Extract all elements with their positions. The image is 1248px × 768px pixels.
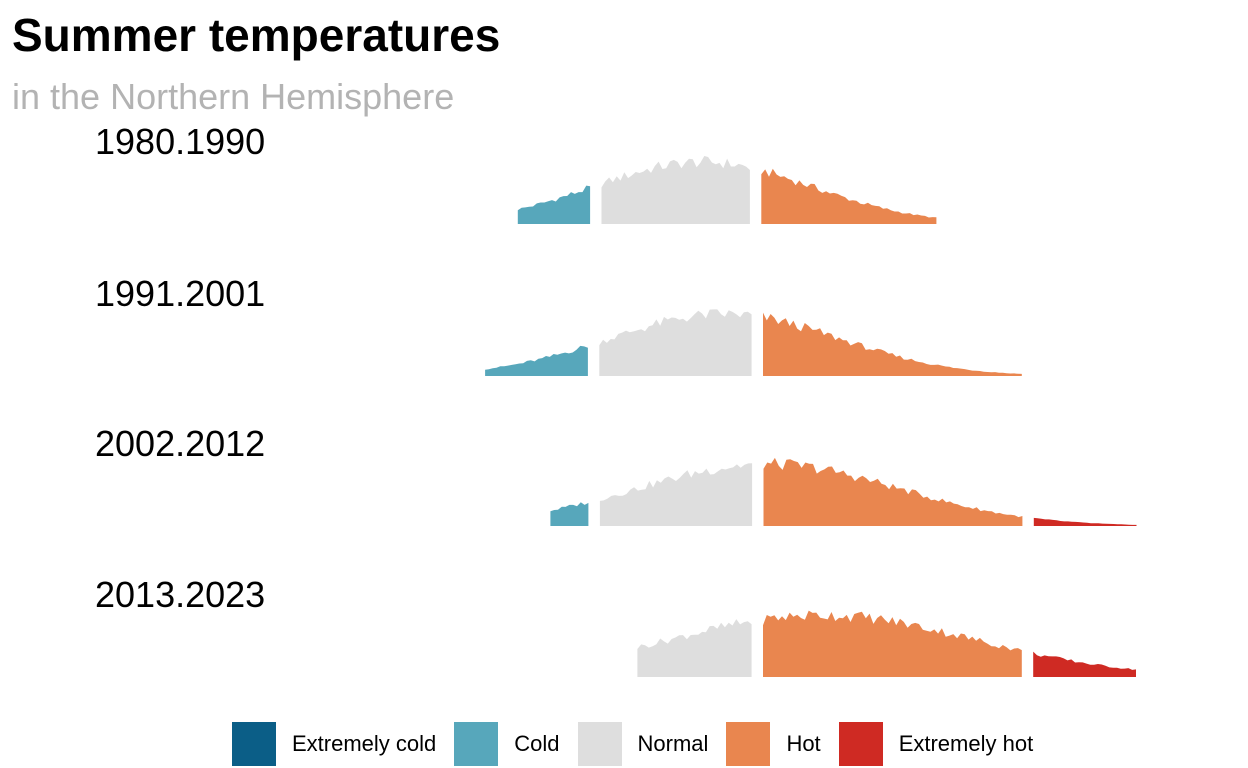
ridge-panel: 2013.2023 <box>95 574 1136 677</box>
density-area-normal <box>599 463 753 526</box>
legend-swatch-hot <box>726 722 771 766</box>
legend-swatch-extremely-cold <box>232 722 276 766</box>
panel-label: 1980.1990 <box>95 121 265 162</box>
density-area-normal <box>637 619 752 677</box>
legend-label-normal: Normal <box>637 731 709 756</box>
legend-label-hot: Hot <box>786 731 821 756</box>
legend-swatch-cold <box>454 722 499 766</box>
legend-label-extremely-cold: Extremely cold <box>292 731 437 756</box>
legend-item-cold: Cold <box>454 722 560 766</box>
density-area-cold <box>550 502 589 526</box>
legend-label-cold: Cold <box>514 731 560 756</box>
ridge-panel: 2002.2012 <box>95 423 1137 526</box>
panel-label: 2013.2023 <box>95 574 265 615</box>
density-area-normal <box>601 156 750 224</box>
legend-item-normal: Normal <box>577 722 709 766</box>
density-area-hot <box>763 610 1022 677</box>
chart-subtitle: in the Northern Hemisphere <box>12 76 455 117</box>
legend-item-hot: Hot <box>726 722 821 766</box>
ridge-panel: 1991.2001 <box>95 273 1022 376</box>
legend: Extremely cold Cold Normal Hot Extremely… <box>232 722 1051 766</box>
legend-swatch-extremely-hot <box>838 722 883 766</box>
density-area-hot <box>763 457 1023 526</box>
density-area-extremely-hot <box>1033 651 1136 677</box>
legend-swatch-normal <box>577 722 622 766</box>
ridge-panel: 1980.1990 <box>95 121 937 224</box>
density-area-normal <box>599 309 752 376</box>
density-area-cold <box>485 345 588 376</box>
panel-label: 1991.2001 <box>95 273 265 314</box>
legend-item-extremely-hot: Extremely hot <box>838 722 1034 766</box>
panel-label: 2002.2012 <box>95 423 265 464</box>
density-area-extremely-hot <box>1033 517 1137 526</box>
density-area-cold <box>517 185 591 224</box>
legend-label-extremely-hot: Extremely hot <box>898 731 1034 756</box>
legend-item-extremely-cold: Extremely cold <box>232 722 436 766</box>
density-area-hot <box>763 312 1022 376</box>
chart-title: Summer temperatures <box>12 9 501 61</box>
density-area-hot <box>761 168 937 224</box>
